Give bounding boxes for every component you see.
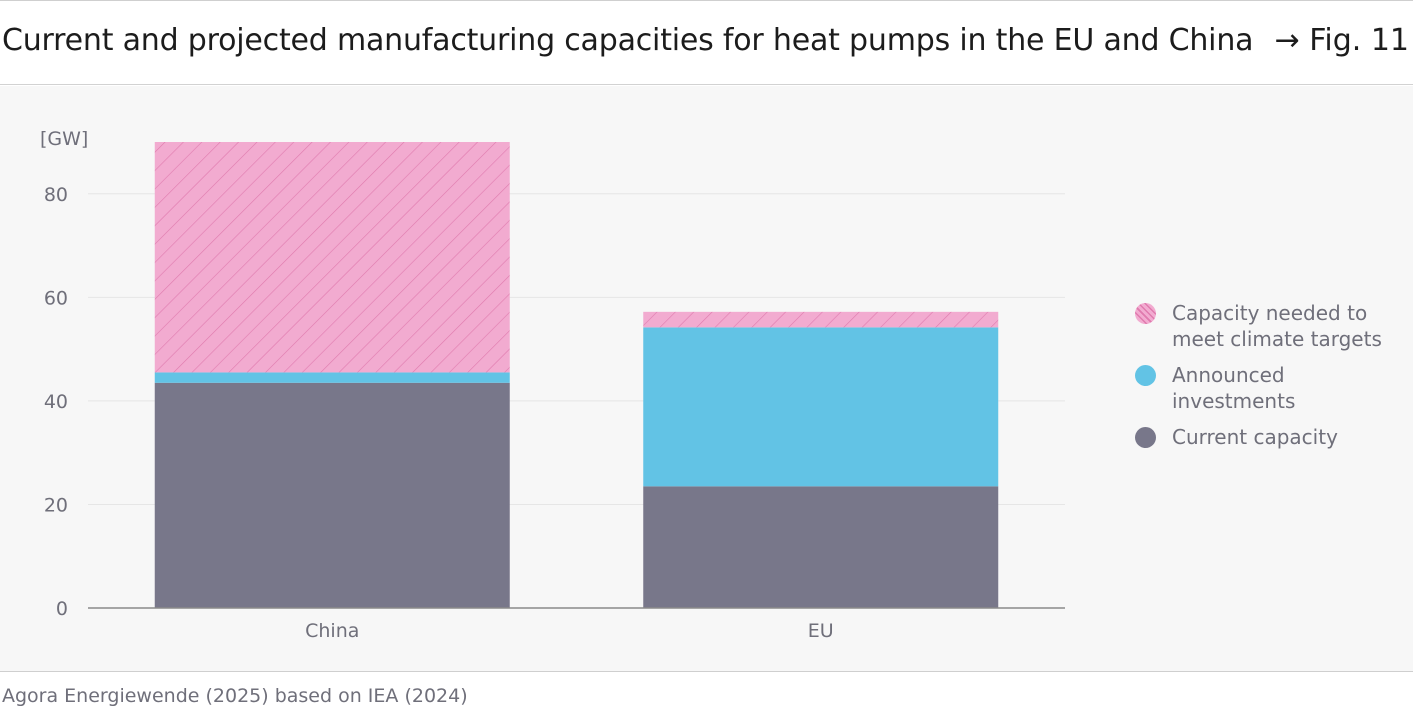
bars bbox=[154, 142, 999, 608]
bar-segment bbox=[643, 311, 999, 328]
figure-header: Current and projected manufacturing capa… bbox=[0, 1, 1413, 85]
legend-label: meet climate targets bbox=[1172, 327, 1382, 351]
legend-label: investments bbox=[1172, 389, 1296, 413]
legend-item-announced: Announced investments bbox=[1135, 362, 1412, 414]
bar-segment bbox=[643, 486, 999, 608]
legend-label: Announced bbox=[1172, 363, 1285, 387]
y-tick-label: 0 bbox=[56, 598, 68, 620]
y-tick-label: 60 bbox=[44, 287, 68, 309]
circle-icon bbox=[1135, 427, 1156, 448]
chart-panel: 0 20 40 60 80 [GW] China EU Capacity needed to … bbox=[0, 86, 1413, 672]
source-note: Agora Energiewende (2025) based on IEA (… bbox=[2, 685, 468, 707]
chart-title: Current and projected manufacturing capa… bbox=[2, 23, 1254, 58]
top-rule bbox=[0, 0, 1413, 1]
axes: 0 20 40 60 80 [GW] China EU bbox=[40, 128, 1065, 642]
legend-item-current: Current capacity bbox=[1135, 424, 1412, 450]
stacked-bar-chart: 0 20 40 60 80 [GW] China EU bbox=[40, 128, 1065, 642]
circle-icon bbox=[1135, 365, 1156, 386]
y-tick-label: 80 bbox=[44, 184, 68, 206]
legend-label: Capacity needed to bbox=[1172, 301, 1368, 325]
legend-item-needed: Capacity needed to meet climate targets bbox=[1135, 300, 1412, 352]
y-tick-label: 40 bbox=[44, 391, 68, 413]
y-axis-unit: [GW] bbox=[40, 128, 88, 150]
x-tick-label: China bbox=[305, 620, 359, 642]
x-tick-label: EU bbox=[808, 620, 834, 642]
bar-segment bbox=[154, 142, 510, 373]
bar-segment bbox=[154, 382, 510, 608]
hatched-circle-icon bbox=[1135, 303, 1156, 324]
bar-segment bbox=[154, 372, 510, 383]
figure-reference: → Fig. 11 bbox=[1274, 23, 1409, 58]
bar-segment bbox=[643, 327, 999, 487]
y-tick-label: 20 bbox=[44, 494, 68, 516]
legend-label: Current capacity bbox=[1172, 425, 1338, 449]
legend: Capacity needed to meet climate targets … bbox=[1135, 300, 1412, 460]
